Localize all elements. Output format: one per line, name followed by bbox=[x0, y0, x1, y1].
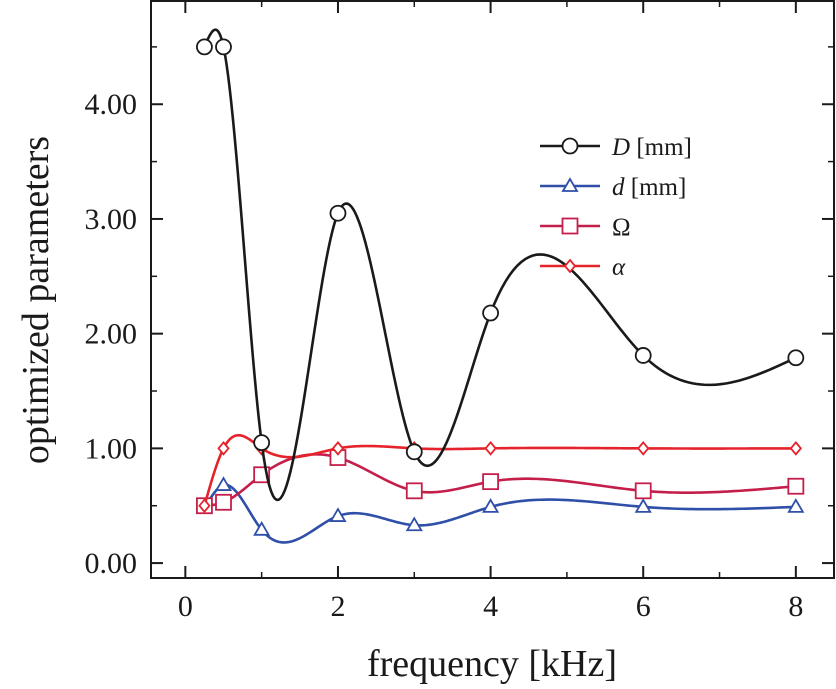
data-point bbox=[405, 482, 423, 500]
series-layer bbox=[195, 28, 805, 544]
legend: D [mm]d [mm]Ωα bbox=[540, 134, 692, 281]
legend-marker bbox=[561, 217, 579, 235]
legend-entry: α bbox=[540, 254, 626, 281]
y-tick-label: 2.00 bbox=[85, 318, 138, 351]
legend-entry: D [mm] bbox=[540, 134, 692, 161]
data-point bbox=[329, 507, 347, 522]
data-point bbox=[634, 498, 652, 513]
data-point bbox=[253, 521, 271, 536]
series-line bbox=[203, 433, 796, 507]
data-point bbox=[634, 482, 652, 500]
legend-label: d [mm] bbox=[612, 174, 686, 201]
data-point bbox=[215, 493, 232, 511]
x-axis-title: frequency [kHz] bbox=[367, 643, 617, 685]
series-line bbox=[203, 28, 797, 502]
x-tick-label: 4 bbox=[483, 590, 498, 623]
y-tick-label: 3.00 bbox=[85, 203, 138, 236]
data-point bbox=[405, 516, 423, 532]
data-point bbox=[331, 440, 345, 456]
y-tick-label: 1.00 bbox=[85, 432, 138, 465]
data-point bbox=[789, 440, 803, 456]
legend-symbol: α bbox=[612, 254, 626, 281]
legend-symbol: D bbox=[611, 134, 630, 161]
data-point bbox=[253, 434, 271, 452]
legend-marker bbox=[561, 177, 579, 192]
data-point bbox=[787, 349, 805, 367]
x-tick-label: 2 bbox=[330, 590, 345, 623]
x-tick-label: 6 bbox=[636, 590, 651, 623]
legend-symbol: Ω bbox=[612, 214, 631, 241]
data-point bbox=[482, 498, 500, 513]
legend-entry: Ω bbox=[540, 214, 631, 241]
series-line bbox=[203, 483, 796, 544]
data-point bbox=[198, 498, 211, 514]
legend-marker bbox=[563, 258, 577, 274]
axes-layer: 0 2 4 6 8 0.00 1.00 2.00 3.00 4.00 bbox=[85, 1, 834, 623]
legend-unit: [mm] bbox=[630, 134, 692, 161]
data-point bbox=[329, 204, 347, 222]
legend-symbol: d bbox=[612, 174, 625, 201]
legend-unit: [mm] bbox=[625, 174, 687, 201]
x-tick-label: 0 bbox=[178, 590, 193, 623]
data-point bbox=[214, 476, 233, 491]
x-tick-label: 8 bbox=[788, 590, 803, 623]
legend-entry: d [mm] bbox=[540, 174, 686, 201]
legend-label: Ω bbox=[612, 214, 631, 241]
y-tick-label: 4.00 bbox=[85, 88, 138, 121]
legend-marker bbox=[561, 137, 579, 155]
data-point bbox=[787, 498, 805, 513]
data-point bbox=[637, 440, 650, 456]
legend-label: D [mm] bbox=[611, 134, 692, 161]
data-point bbox=[482, 473, 499, 491]
data-point bbox=[634, 347, 652, 364]
series-circle bbox=[196, 28, 805, 502]
data-point bbox=[196, 38, 213, 56]
data-point bbox=[405, 443, 423, 461]
y-tick-label: 0.00 bbox=[85, 547, 138, 580]
data-point bbox=[215, 38, 232, 56]
data-point bbox=[787, 477, 805, 495]
data-point bbox=[484, 440, 497, 456]
data-point bbox=[217, 440, 230, 456]
series-triangle bbox=[195, 476, 805, 544]
data-point bbox=[482, 304, 499, 322]
plot-frame bbox=[150, 0, 835, 579]
legend-label: α bbox=[612, 254, 626, 281]
y-axis-title: optimized parameters bbox=[15, 136, 57, 464]
series-square bbox=[196, 449, 805, 515]
